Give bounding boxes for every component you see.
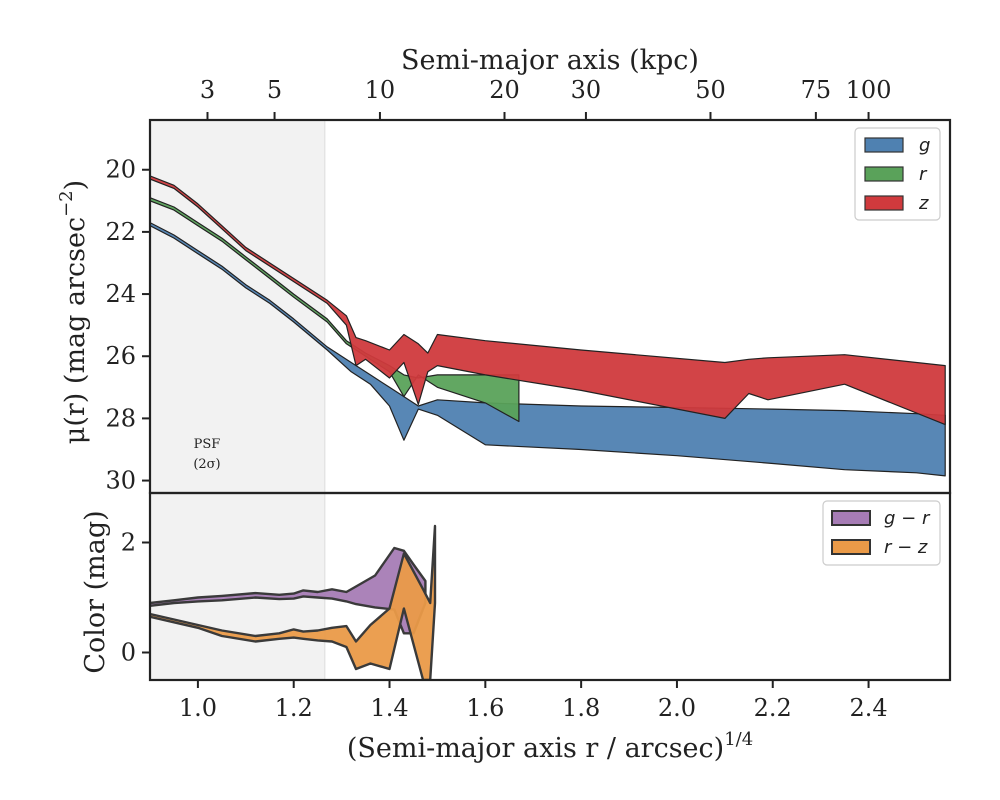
y-tick-label-top-26: 26 [105,342,136,370]
top-x-axis-title: Semi-major axis (kpc) [401,45,699,76]
x-tick-label-2.4: 2.4 [849,694,887,722]
x-tick-label-1.4: 1.4 [370,694,408,722]
legend-top: g r z [854,127,941,221]
bottom-axes-frame [148,491,952,682]
band-r-minus-z [150,524,437,680]
x-axis-title-superscript: 1/4 [724,729,753,750]
x-tick-label-1.0: 1.0 [179,694,217,722]
legend-label-g-minus-r: g − r [884,508,931,529]
legend-bottom: g − r r − z [822,500,941,566]
kpc-tick-label-50: 50 [695,76,726,104]
legend-swatch-r [864,166,904,182]
psf-shaded-region-bottom [150,493,325,680]
kpc-tick-label-5: 5 [267,76,282,104]
psf-shaded-region-top [150,120,325,493]
y-axis-title-close: ) [60,180,91,191]
kpc-tick-label-100: 100 [846,76,892,104]
y-axis-title-superscript: −2 [56,190,77,217]
psf-sigma-label: (2σ) [193,457,220,472]
kpc-tick-label-3: 3 [200,76,215,104]
x-tick-label-2.2: 2.2 [754,694,792,722]
color-bands [150,524,437,680]
x-tick-label-2.0: 2.0 [658,694,696,722]
surface-brightness-bands [150,175,946,477]
y-tick-label-bottom-2: 2 [121,529,136,557]
legend-swatch-g [864,137,904,153]
legend-label-g: g [919,135,930,156]
legend-label-r-minus-z: r − z [884,537,928,558]
legend-swatch-r-minus-z [831,539,871,555]
bottom-x-axis-title: (Semi-major axis r / arcsec)1/4 [347,729,753,764]
x-tick-label-1.6: 1.6 [466,694,504,722]
top-y-axis-title: μ(r) (mag arcsec−2) [56,180,91,444]
band-g [150,222,946,477]
bottom-y-axis-title: Color (mag) [80,510,111,673]
legend-label-z: z [918,193,929,214]
x-axis-title-main: (Semi-major axis r / arcsec) [347,733,724,764]
kpc-tick-label-75: 75 [801,76,832,104]
y-tick-label-top-24: 24 [105,280,136,308]
band-r [150,197,520,423]
y-tick-label-bottom-0: 0 [121,639,136,667]
axis-ticks: 20 22 24 26 28 30 3 5 10 20 30 50 75 100 0 2 1.0 1.2 1.4 1.… [105,76,891,722]
y-tick-label-top-22: 22 [105,218,136,246]
psf-label: PSF [194,437,221,452]
band-z [150,175,946,426]
kpc-tick-label-30: 30 [571,76,602,104]
kpc-tick-label-10: 10 [365,76,396,104]
kpc-tick-label-20: 20 [489,76,520,104]
x-tick-label-1.2: 1.2 [275,694,313,722]
x-tick-label-1.8: 1.8 [562,694,600,722]
legend-swatch-g-minus-r [831,510,871,526]
y-axis-title-main: μ(r) (mag arcsec [60,217,91,444]
y-tick-label-top-20: 20 [105,156,136,184]
y-tick-label-top-30: 30 [105,467,136,495]
y-tick-label-top-28: 28 [105,404,136,432]
legend-swatch-z [864,195,904,211]
legend-label-r: r [919,164,928,185]
